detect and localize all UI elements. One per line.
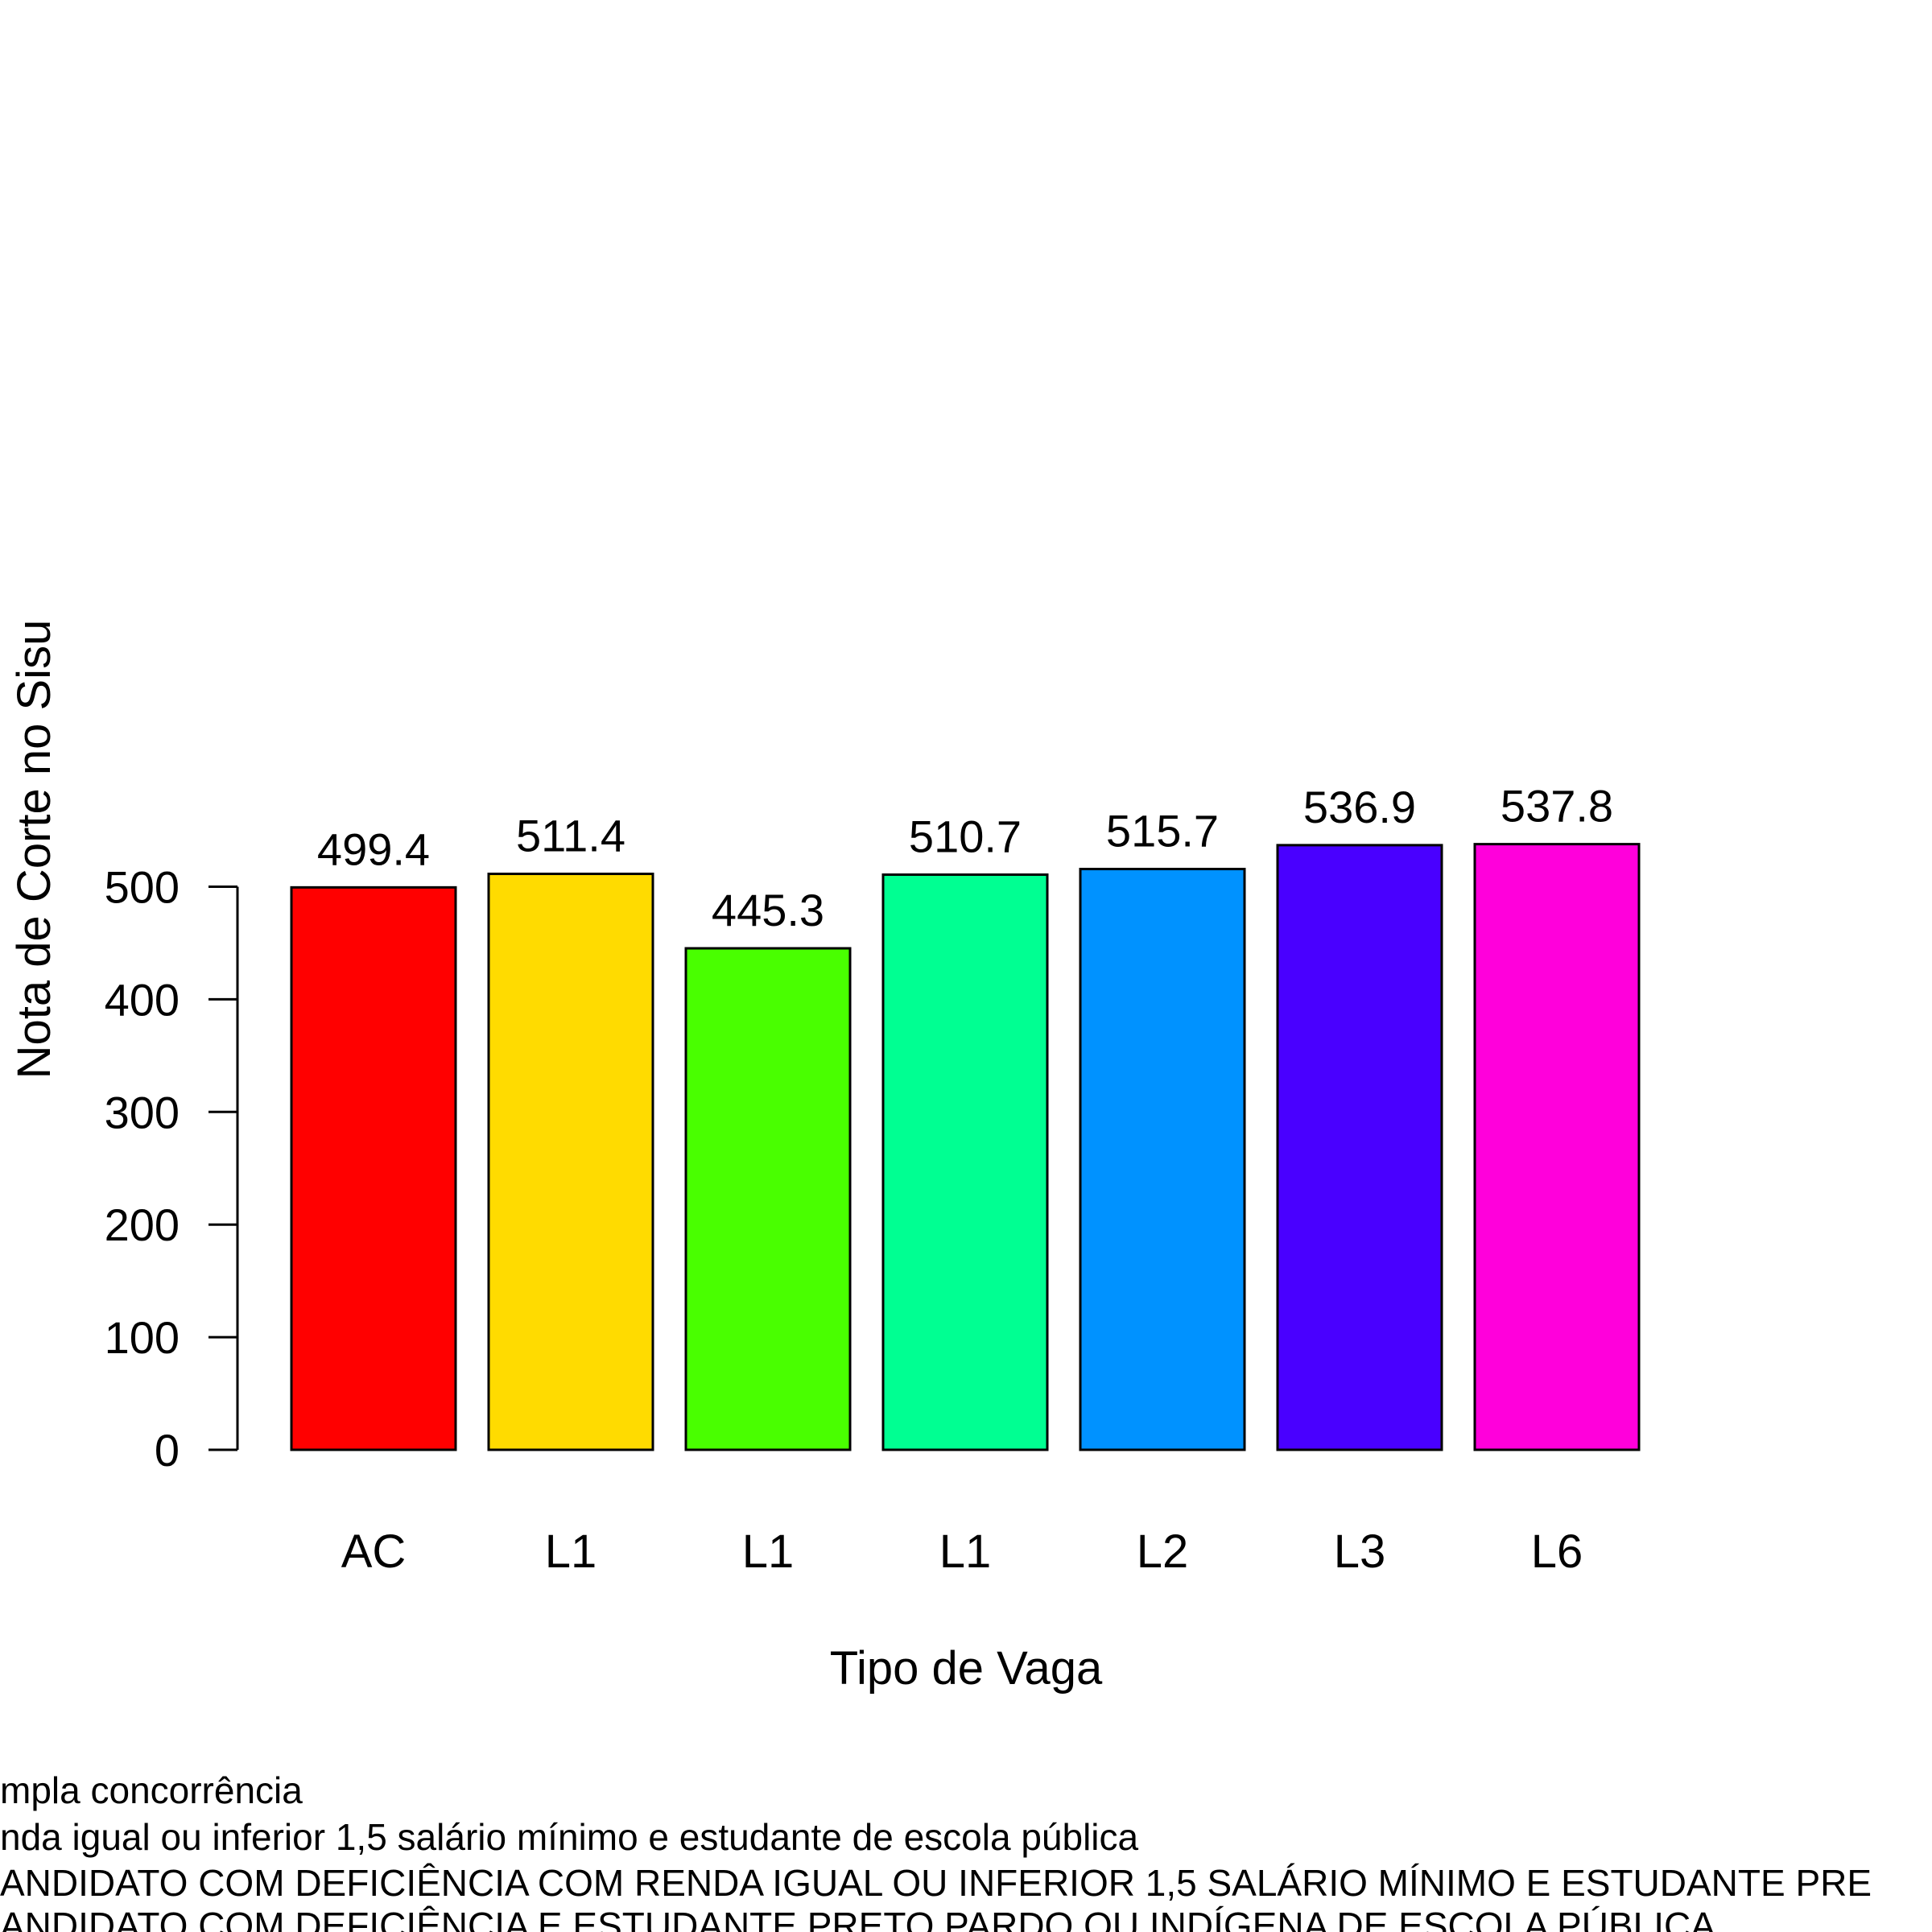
y-axis: 0 100 200 300 400 500	[105, 862, 239, 1476]
y-tick-label: 200	[105, 1199, 180, 1250]
value-labels-group: 499.4 511.4 445.3 510.7 515.7 536.9 537.8	[317, 781, 1613, 935]
x-tick-label: L1	[939, 1525, 992, 1578]
footnote-line: nda igual ou inferior 1,5 salário mínimo…	[0, 1816, 1139, 1858]
footnotes-group: mpla concorrência nda igual ou inferior 1…	[0, 1769, 1872, 1932]
bar-value-label: 445.3	[712, 885, 824, 935]
x-tick-label: L6	[1531, 1525, 1583, 1578]
bar	[290, 886, 457, 1451]
y-tick-label: 0	[155, 1425, 180, 1476]
y-tick-label: 300	[105, 1087, 180, 1137]
x-tick-label: AC	[341, 1525, 407, 1578]
x-tick-label: L1	[742, 1525, 795, 1578]
bar-value-label: 511.4	[516, 811, 625, 861]
footnote-line: ANDIDATO COM DEFICIÊNCIA COM RENDA IGUAL…	[0, 1862, 1872, 1904]
bar	[684, 947, 852, 1451]
x-tick-label: L2	[1137, 1525, 1189, 1578]
bar	[1276, 844, 1443, 1451]
bar-value-label: 515.7	[1106, 806, 1219, 857]
footnote-line: ANDIDATO COM DEFICIÊNCIA E ESTUDANTE PRE…	[0, 1905, 1715, 1932]
bar-value-label: 536.9	[1303, 782, 1416, 832]
y-axis-title: Nota de Corte no Sisu	[8, 620, 60, 1080]
bar	[1079, 868, 1246, 1451]
y-tick-label: 400	[105, 974, 180, 1025]
bar	[487, 873, 654, 1451]
y-tick-label: 500	[105, 862, 180, 913]
x-tick-label: L1	[545, 1525, 597, 1578]
footnote-line: mpla concorrência	[0, 1769, 303, 1811]
x-tick-label: L3	[1334, 1525, 1386, 1578]
y-tick-label: 100	[105, 1312, 180, 1363]
bar-value-label: 537.8	[1501, 781, 1613, 832]
x-axis-title: Tipo de Vaga	[830, 1642, 1103, 1695]
bars-group	[290, 843, 1641, 1451]
bar	[1473, 843, 1641, 1451]
bar	[881, 873, 1049, 1451]
bar-value-label: 499.4	[317, 824, 430, 874]
x-tick-labels-group: AC L1 L1 L1 L2 L3 L6	[341, 1525, 1583, 1578]
bar-value-label: 510.7	[909, 811, 1022, 862]
